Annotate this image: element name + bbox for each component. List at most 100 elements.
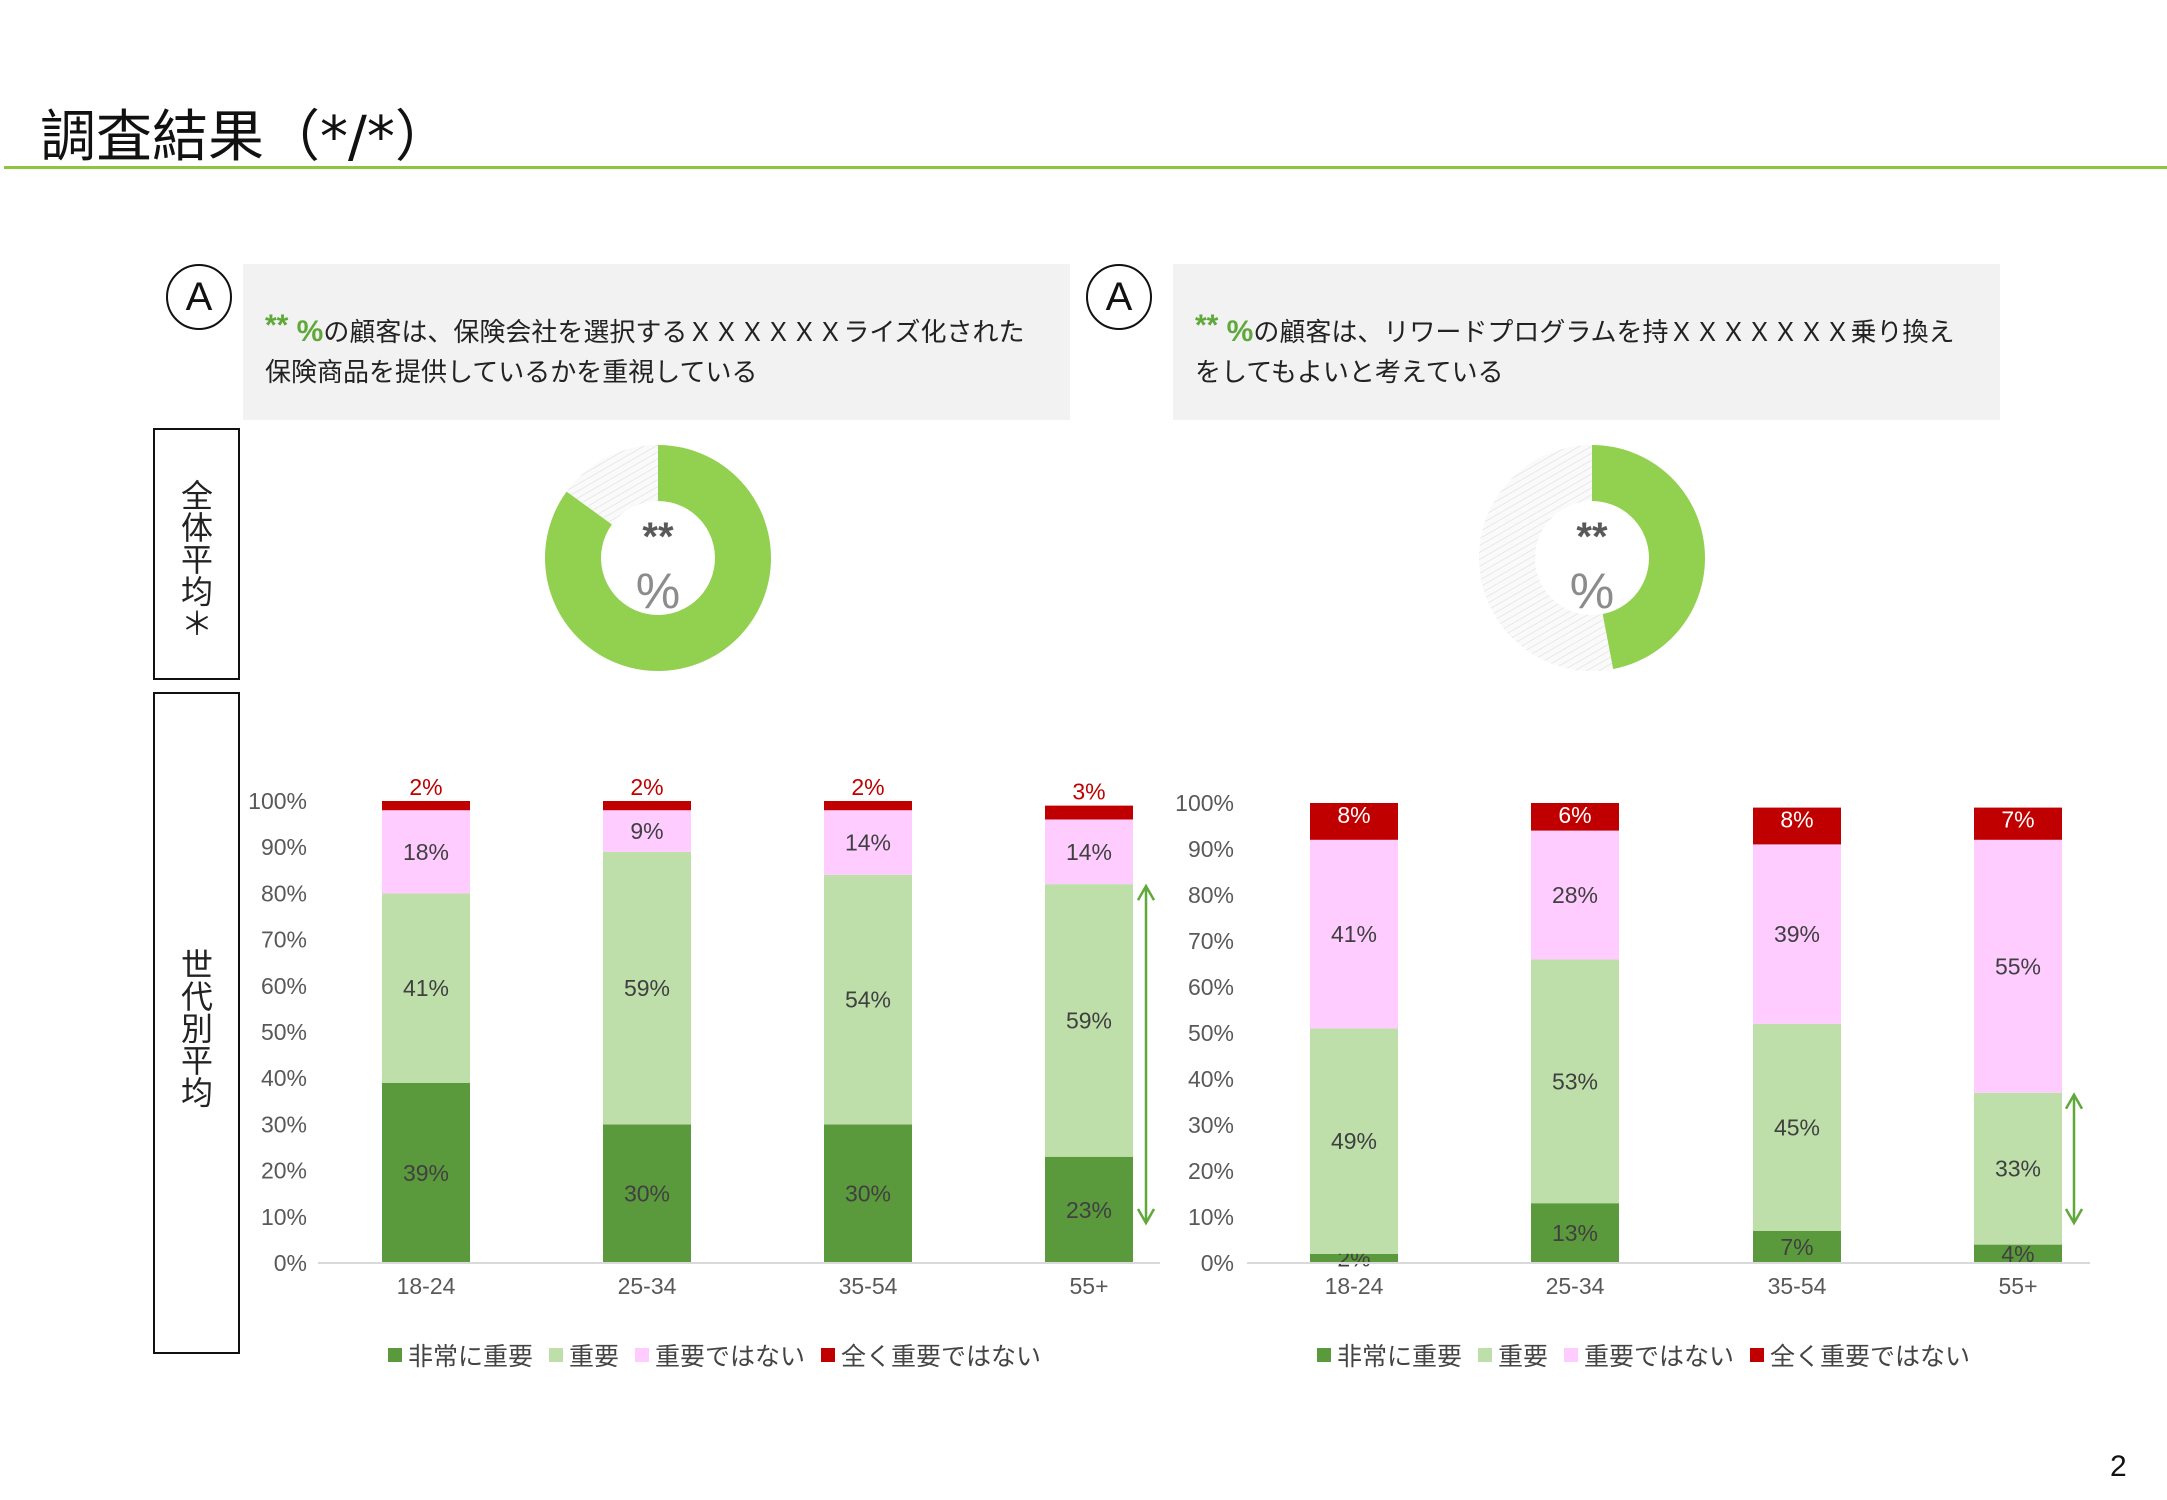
data-label-0-3-2: 14%: [1066, 839, 1112, 865]
donut-value-label-1: **: [1576, 515, 1608, 559]
data-label-1-0-2: 41%: [1331, 921, 1377, 947]
legend-swatch: [1564, 1348, 1579, 1362]
x-tick-label-0-3: 55+: [1069, 1273, 1108, 1299]
data-label-0-1-1: 59%: [624, 975, 670, 1001]
bar-1-2-1: [1753, 1023, 1841, 1231]
bar-1-0-0: [1310, 1253, 1398, 1263]
data-label-0-3-3: 3%: [1072, 779, 1105, 805]
y-tick-label-1-7: 70%: [1188, 928, 1234, 954]
y-tick-label-0-0: 0%: [274, 1250, 307, 1276]
legend-item: 重要ではない: [635, 1337, 805, 1373]
bar-0-2-0: [824, 1124, 912, 1263]
y-tick-label-0-5: 50%: [261, 1019, 307, 1045]
bar-0-3-2: [1045, 819, 1133, 885]
pct-right: %: [1226, 315, 1254, 348]
finding-box-left: ** %の顧客は、保険会社を選択するＸＸＸＸＸＸライズ化された保険商品を提供して…: [243, 264, 1070, 420]
bar-1-0-3: [1310, 803, 1398, 840]
data-label-1-1-2: 28%: [1552, 882, 1598, 908]
arrow-head-down-1: [2064, 1208, 2084, 1226]
arrow-head-down-0: [1136, 1208, 1156, 1226]
bar-0-0-1: [382, 893, 470, 1083]
legend-label: 重要ではない: [655, 1343, 806, 1371]
bar-1-1-1: [1531, 959, 1619, 1204]
donut-value-arc-1: [1592, 445, 1705, 669]
bar-1-0-2: [1310, 839, 1398, 1029]
legend-item: 重要: [549, 1337, 619, 1373]
marker-left: A: [166, 264, 232, 330]
data-label-0-1-0: 30%: [624, 1181, 670, 1207]
legend-item: 非常に重要: [1317, 1337, 1462, 1373]
data-label-0-0-3: 2%: [409, 774, 442, 800]
y-tick-label-0-2: 20%: [261, 1158, 307, 1184]
legend-item: 重要ではない: [1564, 1337, 1734, 1373]
marker-right: A: [1086, 264, 1152, 330]
data-label-0-1-2: 9%: [630, 818, 663, 844]
data-label-1-2-1: 45%: [1774, 1114, 1820, 1140]
x-tick-label-0-1: 25-34: [618, 1273, 677, 1299]
legend-swatch: [1478, 1348, 1493, 1362]
donut-unit-1: %: [1570, 563, 1614, 619]
y-tick-label-0-1: 10%: [261, 1204, 307, 1230]
legend-label: 全く重要ではない: [841, 1343, 1042, 1371]
x-tick-label-0-2: 35-54: [839, 1273, 898, 1299]
bar-0-0-0: [382, 1082, 470, 1263]
bar-1-3-3: [1974, 807, 2062, 840]
page-title: 調査結果（*/*）: [40, 105, 451, 170]
finding-text-left: の顧客は、保険会社を選択するＸＸＸＸＸＸライズ化された保険商品を提供しているかを…: [265, 318, 1025, 388]
bar-1-2-0: [1753, 1230, 1841, 1263]
bar-1-0-1: [1310, 1028, 1398, 1254]
data-label-0-2-2: 14%: [845, 830, 891, 856]
data-label-0-2-0: 30%: [845, 1181, 891, 1207]
legend-label: 重要ではない: [1584, 1343, 1735, 1371]
data-label-1-1-1: 53%: [1552, 1068, 1598, 1094]
bar-0-1-2: [603, 810, 691, 852]
y-tick-label-1-2: 20%: [1188, 1158, 1234, 1184]
bar-1-3-2: [1974, 839, 2062, 1093]
y-tick-label-1-6: 60%: [1188, 974, 1234, 1000]
y-tick-label-1-8: 80%: [1188, 882, 1234, 908]
data-label-0-3-0: 23%: [1066, 1197, 1112, 1223]
x-tick-label-0-0: 18-24: [397, 1273, 456, 1299]
donut-unit-0: %: [636, 563, 680, 619]
data-label-0-0-0: 39%: [403, 1160, 449, 1186]
donut-value-arc-0: [545, 444, 772, 671]
arrow-head-up-1: [2064, 1092, 2084, 1110]
bar-0-1-0: [603, 1124, 691, 1263]
data-label-1-1-0: 13%: [1552, 1220, 1598, 1246]
bar-0-3-3: [1045, 805, 1133, 820]
bar-1-1-3: [1531, 803, 1619, 831]
y-tick-label-1-9: 90%: [1188, 836, 1234, 862]
x-tick-label-1-1: 25-34: [1546, 1273, 1605, 1299]
bar-1-2-3: [1753, 807, 1841, 845]
pct-left: %: [296, 315, 324, 348]
legend-swatch: [388, 1348, 402, 1362]
legend-item: 非常に重要: [388, 1337, 533, 1373]
title-divider: [4, 166, 2167, 169]
data-label-0-2-3: 2%: [851, 774, 884, 800]
legend-swatch: [1317, 1348, 1331, 1362]
x-tick-label-1-0: 18-24: [1325, 1273, 1384, 1299]
y-tick-label-0-8: 80%: [261, 880, 307, 906]
row-label-overall: 全体平均＊: [153, 428, 240, 680]
legend-left: 非常に重要 重要 重要ではない 全く重要ではない: [388, 1337, 1057, 1373]
legend-label: 重要: [1498, 1343, 1549, 1371]
legend-item: 全く重要ではない: [821, 1337, 1041, 1373]
y-tick-label-0-3: 30%: [261, 1111, 307, 1137]
bar-1-1-2: [1531, 830, 1619, 960]
page-number: 2: [2110, 1450, 2127, 1483]
y-tick-label-1-4: 40%: [1188, 1066, 1234, 1092]
data-label-0-1-3: 2%: [630, 774, 663, 800]
donut-value-label-0: **: [642, 515, 674, 559]
row-label-generation: 世代別平均: [153, 692, 240, 1354]
stars-right: **: [1195, 309, 1219, 342]
bar-1-3-0: [1974, 1244, 2062, 1263]
legend-swatch: [821, 1348, 836, 1362]
bar-0-3-1: [1045, 884, 1133, 1157]
y-tick-label-0-7: 70%: [261, 927, 307, 953]
legend-item: 全く重要ではない: [1750, 1337, 1970, 1373]
data-label-1-2-0: 7%: [1780, 1234, 1813, 1260]
data-label-1-1-3: 6%: [1558, 802, 1591, 828]
bar-0-1-3: [603, 801, 691, 811]
y-tick-label-0-4: 40%: [261, 1065, 307, 1091]
data-label-1-2-2: 39%: [1774, 921, 1820, 947]
